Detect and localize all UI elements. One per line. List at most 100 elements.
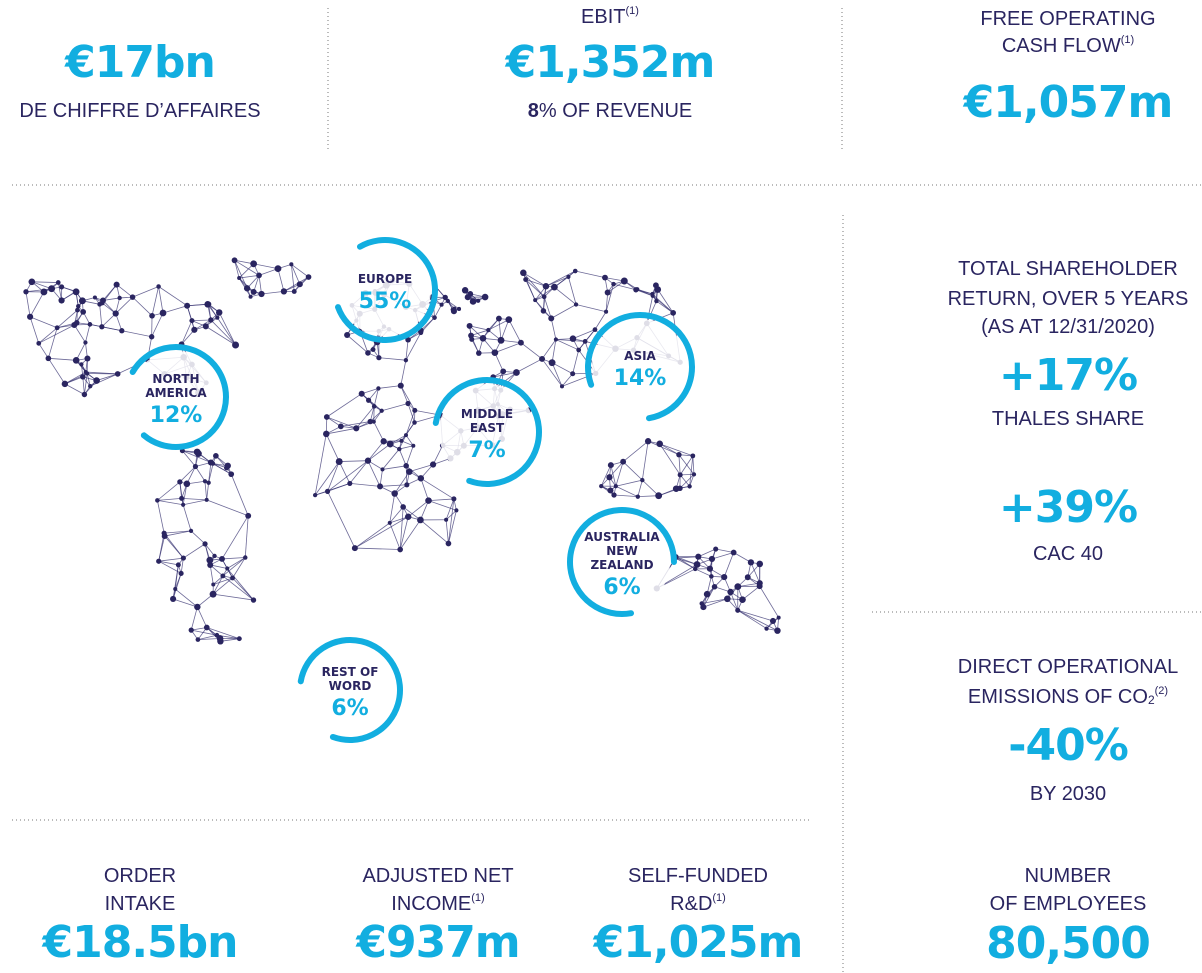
network-link: [47, 327, 58, 359]
network-link: [675, 556, 699, 559]
network-link: [568, 276, 577, 305]
network-node: [764, 626, 769, 631]
network-node: [173, 586, 178, 592]
region-arc: [567, 507, 677, 617]
network-link: [158, 286, 164, 314]
network-node: [456, 306, 462, 312]
kpi-value: +17%: [999, 350, 1137, 401]
network-link: [181, 329, 195, 345]
kpi-label-part: 8: [528, 100, 539, 122]
network-node: [191, 326, 198, 333]
network-node: [776, 615, 781, 620]
network-link: [206, 627, 240, 640]
network-node: [208, 317, 214, 323]
network-node: [724, 595, 731, 603]
network-node: [58, 297, 65, 304]
network-node: [228, 471, 235, 478]
network-link: [182, 504, 192, 532]
network-link: [183, 543, 206, 559]
region-name-part: NEW: [606, 544, 637, 558]
network-link: [232, 557, 246, 579]
network-link: [373, 388, 379, 407]
network-node: [114, 371, 121, 377]
network-link: [381, 403, 409, 412]
network-link: [354, 516, 409, 549]
kpi-value-part: €18.5bn: [42, 917, 238, 968]
network-link: [534, 286, 555, 301]
region-name-part: WORD: [329, 679, 372, 693]
network-node: [353, 425, 360, 432]
kpi-value-part: €1,057m: [963, 77, 1173, 128]
region-name-part: AUSTRALIA: [584, 530, 660, 544]
network-link: [172, 564, 179, 600]
network-link: [325, 433, 340, 462]
network-node: [365, 350, 371, 356]
kpi-value-part: €17bn: [64, 37, 215, 88]
network-node: [405, 400, 411, 407]
network-node: [469, 298, 477, 305]
network-node: [129, 294, 136, 300]
kpi-value: 80,500: [986, 918, 1150, 969]
network-link: [613, 494, 638, 498]
network-link: [209, 564, 214, 585]
network-link: [405, 410, 416, 436]
network-node: [735, 607, 741, 613]
network-node: [156, 558, 162, 564]
network-link: [646, 300, 657, 324]
network-link: [99, 304, 103, 327]
network-node: [181, 502, 186, 507]
network-link: [115, 296, 133, 314]
network-link: [561, 373, 573, 387]
region-name: ZEALAND: [590, 558, 653, 572]
network-link: [594, 311, 607, 330]
network-link: [482, 318, 500, 339]
network-node: [180, 555, 186, 561]
network-link: [191, 319, 211, 322]
network-link: [488, 319, 510, 331]
network-node: [224, 465, 230, 471]
region-name: AUSTRALIA: [584, 530, 660, 544]
kpi-title: SELF-FUNDED: [628, 865, 768, 887]
network-node: [112, 310, 119, 317]
network-link: [230, 474, 249, 516]
network-link: [428, 498, 454, 502]
network-node: [654, 298, 659, 304]
network-node: [48, 285, 56, 293]
network-link: [545, 270, 576, 287]
network-node: [542, 282, 550, 290]
network-node: [159, 309, 167, 317]
network-node: [280, 288, 288, 295]
network-node: [274, 265, 282, 273]
network-node: [417, 475, 425, 482]
kpi-label: DE CHIFFRE D’AFFAIRES: [19, 100, 260, 122]
network-node: [156, 284, 161, 289]
region-arc: [432, 377, 542, 487]
network-link: [174, 588, 198, 608]
network-node: [572, 268, 578, 274]
network-link: [445, 519, 449, 544]
network-node: [85, 371, 90, 376]
network-link: [420, 519, 449, 544]
network-node: [113, 281, 120, 288]
network-node: [602, 274, 608, 281]
network-link: [157, 497, 182, 501]
network-link: [679, 455, 694, 476]
network-link: [610, 464, 617, 487]
kpi-title: NUMBER: [1025, 865, 1112, 887]
network-link: [402, 506, 421, 521]
network-link: [382, 448, 400, 470]
region-share: 6%: [603, 575, 640, 600]
network-link: [253, 263, 279, 270]
network-link: [283, 276, 309, 292]
network-link: [210, 319, 236, 346]
network-link: [405, 445, 414, 466]
network-node: [36, 340, 42, 346]
network-link: [206, 499, 249, 517]
kpi-title-part: 2: [1148, 693, 1155, 707]
network-node: [245, 512, 252, 519]
kpi-title-part: EMISSIONS OF CO: [968, 686, 1148, 708]
network-link: [326, 416, 357, 429]
kpi-title: CASH FLOW(1): [1002, 34, 1134, 57]
kpi-value-part: -40%: [1008, 720, 1128, 771]
region-share-part: 6%: [603, 575, 640, 600]
